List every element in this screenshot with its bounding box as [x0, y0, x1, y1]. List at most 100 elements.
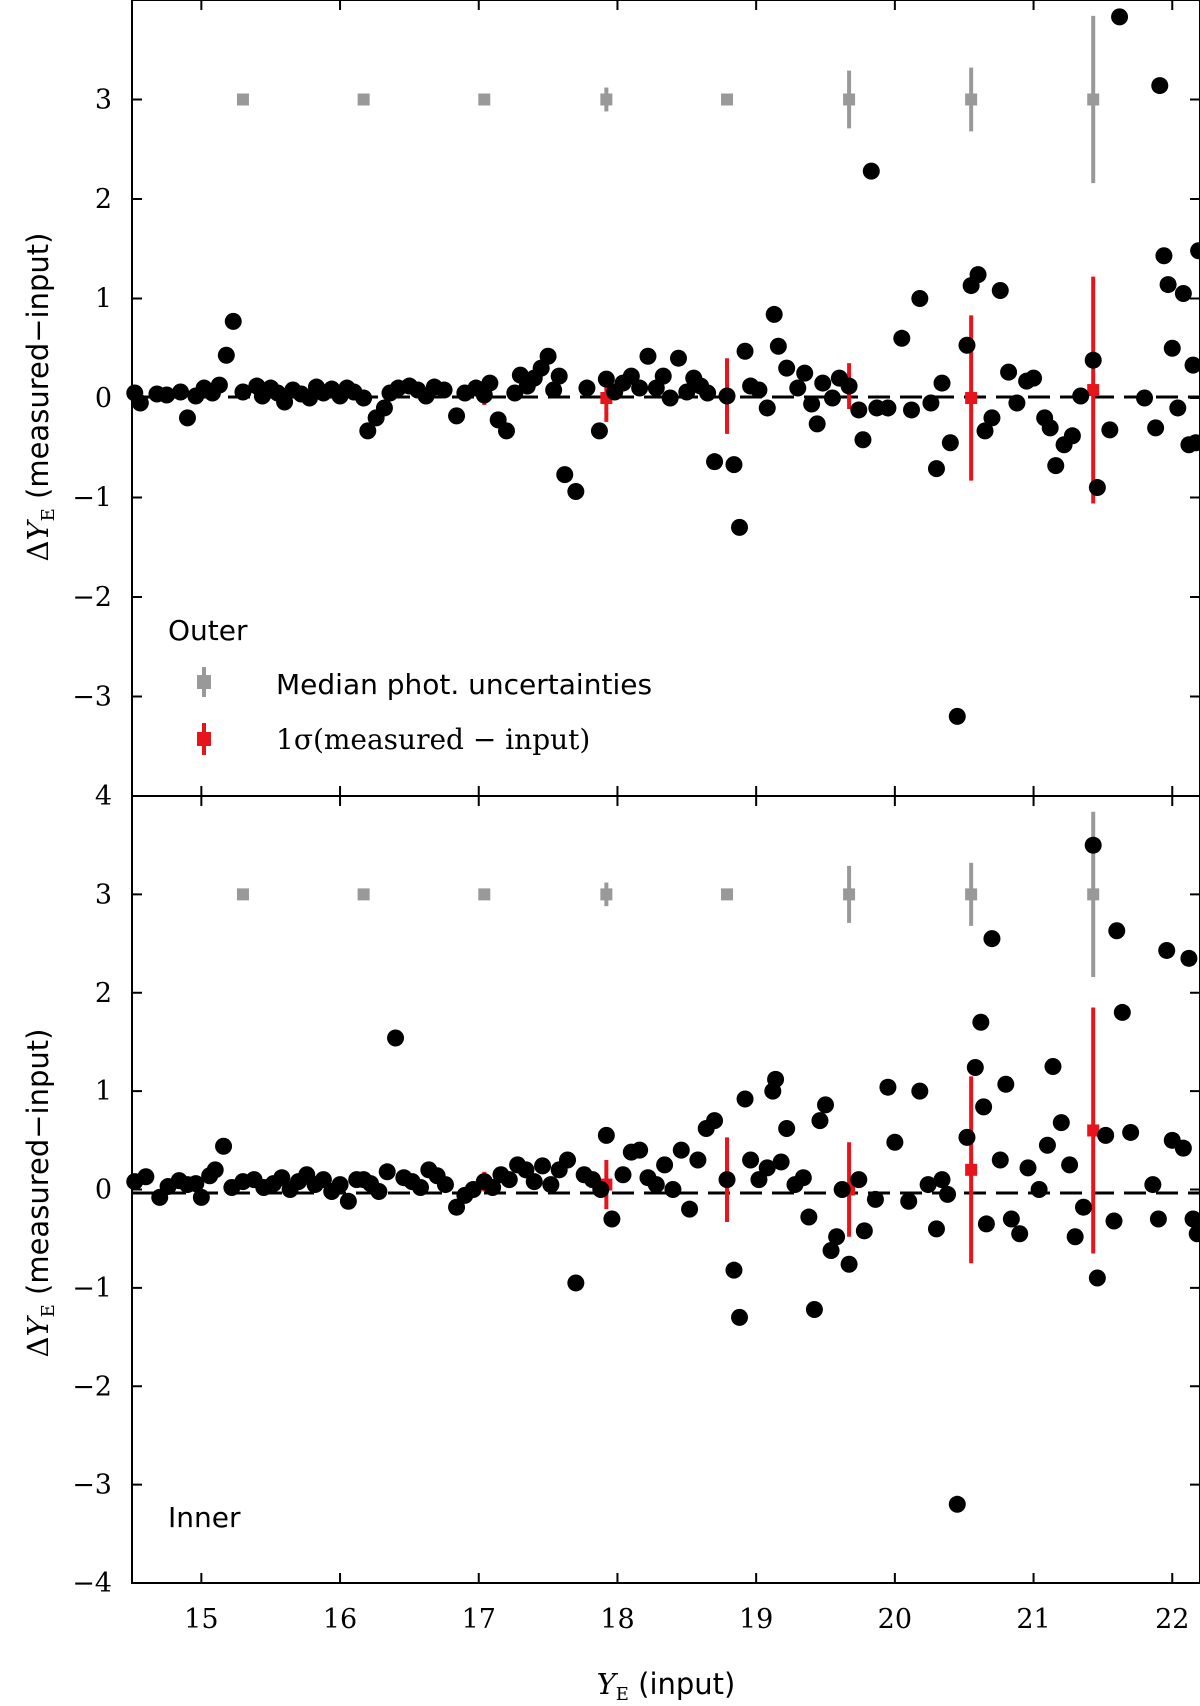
data-point: [359, 422, 377, 440]
data-point: [578, 379, 596, 397]
data-point: [1084, 836, 1102, 854]
median-marker: [843, 888, 856, 901]
data-point: [1155, 247, 1173, 265]
y-tick-label: 0: [95, 1175, 112, 1206]
panel-outer-label: Outer: [168, 614, 248, 647]
data-point: [699, 384, 717, 402]
data-point: [689, 1151, 707, 1169]
data-point: [1074, 1198, 1092, 1216]
data-point: [590, 422, 608, 440]
data-point: [172, 383, 190, 401]
data-point: [805, 1301, 823, 1319]
data-point: [597, 370, 615, 388]
data-point: [977, 1215, 995, 1233]
x-tick-label: 15: [184, 1604, 218, 1635]
median-marker: [843, 93, 856, 106]
y-tick-label: 3: [95, 85, 112, 116]
data-point: [215, 1137, 233, 1155]
median-marker: [236, 888, 249, 901]
data-point: [840, 1255, 858, 1273]
data-point: [1174, 285, 1192, 303]
y-tick-label: −1: [72, 1273, 112, 1304]
data-point: [331, 1176, 349, 1194]
data-point: [603, 1210, 621, 1228]
data-point: [725, 456, 743, 474]
legend: Median phot. uncertainties 1σ(measured −…: [197, 667, 652, 756]
data-point: [1188, 1225, 1200, 1243]
data-point: [654, 367, 672, 385]
data-point: [276, 393, 294, 411]
data-point: [718, 1171, 736, 1189]
data-point: [789, 379, 807, 397]
data-point: [1063, 427, 1081, 445]
data-point: [1174, 1139, 1192, 1157]
data-point: [800, 1208, 818, 1226]
data-point: [592, 1181, 610, 1198]
data-point: [339, 1192, 357, 1210]
data-point: [948, 707, 966, 725]
data-point: [972, 1013, 990, 1031]
data-point: [672, 1141, 690, 1159]
data-point: [750, 381, 768, 399]
data-point: [1158, 941, 1176, 959]
data-point: [927, 460, 945, 478]
data-point: [678, 383, 696, 401]
data-point: [933, 374, 951, 392]
sigma-marker: [965, 392, 978, 404]
x-tick-label: 22: [1155, 1604, 1189, 1635]
data-point: [879, 399, 897, 417]
data-point: [370, 1182, 388, 1200]
data-point: [969, 266, 987, 284]
data-point: [991, 1151, 1009, 1169]
data-point: [669, 349, 687, 367]
data-point: [631, 379, 649, 397]
median-marker: [1087, 888, 1100, 901]
legend-sigma-prefix: 1σ: [276, 723, 313, 756]
legend-sigma-body: (measured − input): [313, 723, 590, 756]
data-point: [387, 1029, 405, 1047]
data-point: [556, 466, 574, 484]
sigma-marker: [1087, 384, 1100, 397]
data-point: [206, 1161, 224, 1179]
data-point: [1030, 1181, 1048, 1198]
data-point: [803, 395, 821, 413]
data-point: [273, 1169, 291, 1187]
data-point: [210, 376, 228, 394]
legend-sigma-marker: [197, 723, 211, 755]
median-marker: [236, 93, 249, 106]
data-point: [1144, 1176, 1162, 1194]
data-point: [517, 1161, 535, 1179]
data-point: [828, 1228, 846, 1246]
data-point: [927, 1220, 945, 1238]
median-marker: [721, 888, 734, 901]
data-point: [1184, 1210, 1200, 1228]
data-point: [1047, 457, 1065, 475]
data-point: [1149, 1210, 1167, 1228]
data-point: [550, 367, 568, 385]
x-tick-label: 20: [878, 1604, 912, 1635]
data-point: [539, 347, 557, 365]
data-point: [778, 359, 796, 377]
data-point: [808, 415, 826, 433]
data-point: [933, 1171, 951, 1189]
data-point: [567, 483, 585, 501]
median-uncertainties: [236, 15, 1100, 978]
data-point: [375, 399, 393, 417]
data-point: [481, 374, 499, 392]
x-tick-label: 21: [1016, 1604, 1050, 1635]
data-point: [234, 383, 252, 401]
y-tick-label: 3: [95, 879, 112, 910]
data-point: [958, 1128, 976, 1146]
data-point: [448, 407, 466, 425]
median-marker: [965, 888, 978, 901]
data-point: [1111, 8, 1129, 26]
x-tick-label: 19: [739, 1604, 773, 1635]
data-point: [879, 1078, 897, 1096]
data-point: [1044, 1058, 1062, 1076]
y-tick-label: −1: [72, 483, 112, 514]
data-point: [224, 312, 242, 330]
data-points: [126, 8, 1200, 1513]
data-point: [833, 1181, 851, 1198]
data-point: [158, 386, 176, 404]
